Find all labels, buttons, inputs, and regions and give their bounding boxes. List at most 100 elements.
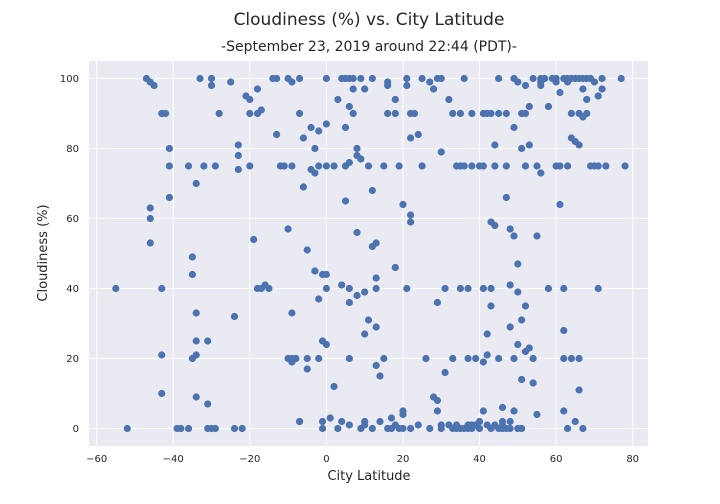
data-point: [556, 200, 564, 209]
data-point: [230, 312, 239, 321]
data-point: [322, 74, 330, 83]
data-point: [384, 81, 392, 90]
data-point: [433, 396, 442, 405]
data-point: [372, 361, 380, 370]
data-point: [521, 162, 530, 170]
data-point: [479, 162, 487, 170]
data-point: [583, 109, 591, 118]
data-point: [602, 162, 610, 170]
data-point: [368, 74, 376, 83]
data-point: [280, 162, 288, 170]
data-point: [487, 302, 495, 310]
x-tick-label: 20: [397, 454, 410, 465]
data-point: [200, 162, 208, 170]
data-point: [391, 95, 399, 104]
data-point: [330, 162, 338, 170]
data-point: [544, 284, 553, 293]
data-point: [188, 270, 196, 279]
data-point: [353, 291, 361, 300]
data-point: [372, 323, 380, 331]
data-point: [353, 144, 361, 153]
scatter-points: [112, 74, 629, 433]
data-point: [349, 74, 357, 83]
data-point: [563, 162, 572, 170]
data-point: [567, 109, 576, 118]
data-point: [295, 417, 304, 426]
data-point: [449, 109, 457, 118]
data-point: [560, 326, 568, 335]
data-point: [456, 109, 464, 118]
data-point: [571, 417, 579, 426]
data-point: [560, 354, 568, 363]
data-point: [322, 340, 330, 349]
data-point: [361, 85, 369, 93]
data-point: [192, 351, 200, 359]
data-point: [211, 162, 219, 170]
data-point: [487, 284, 495, 293]
data-point: [165, 162, 174, 170]
data-point: [234, 151, 242, 160]
data-point: [253, 85, 262, 93]
data-point: [265, 284, 273, 293]
data-point: [315, 127, 323, 135]
data-point: [361, 330, 369, 338]
data-point: [525, 344, 533, 352]
data-point: [295, 74, 304, 83]
data-point: [403, 81, 411, 90]
data-point: [514, 288, 522, 296]
data-point: [361, 421, 369, 429]
data-point: [617, 74, 625, 83]
data-point: [506, 323, 514, 331]
data-point: [376, 372, 384, 380]
data-point: [295, 109, 304, 118]
data-point: [192, 309, 200, 317]
data-point: [315, 354, 323, 363]
x-tick-labels: −60 −40 −20 0 20 40 60 80: [86, 454, 639, 465]
data-point: [441, 284, 449, 293]
data-point: [529, 379, 537, 387]
data-point: [407, 211, 415, 219]
data-point: [345, 284, 353, 293]
data-point: [112, 284, 120, 293]
data-point: [598, 74, 606, 83]
data-point: [318, 424, 327, 433]
data-point: [518, 144, 526, 153]
data-point: [184, 162, 193, 170]
data-point: [227, 78, 235, 86]
data-point: [399, 200, 407, 209]
data-point: [338, 281, 346, 289]
data-point: [533, 410, 541, 419]
data-point: [560, 284, 568, 293]
data-point: [403, 74, 411, 83]
data-point: [437, 74, 445, 83]
data-point: [514, 78, 522, 86]
data-point: [407, 218, 415, 226]
data-point: [483, 351, 491, 359]
data-point: [158, 351, 166, 359]
data-point: [502, 109, 510, 118]
data-point: [403, 284, 411, 293]
data-point: [303, 354, 311, 363]
data-point: [468, 162, 476, 170]
data-point: [426, 424, 434, 433]
data-point: [491, 162, 499, 170]
data-point: [479, 358, 487, 366]
y-tick-label: 40: [66, 284, 79, 295]
data-point: [192, 179, 200, 188]
data-point: [483, 330, 491, 338]
data-point: [234, 165, 242, 174]
data-point: [364, 316, 373, 324]
data-point: [544, 102, 553, 111]
data-point: [410, 109, 419, 118]
data-point: [207, 74, 216, 83]
data-point: [502, 193, 510, 202]
x-tick-label: 40: [473, 454, 486, 465]
data-point: [594, 284, 602, 293]
data-point: [177, 424, 185, 433]
data-point: [575, 386, 583, 394]
data-point: [257, 106, 265, 114]
data-point: [506, 281, 514, 289]
data-point: [391, 263, 399, 272]
data-point: [349, 109, 357, 118]
